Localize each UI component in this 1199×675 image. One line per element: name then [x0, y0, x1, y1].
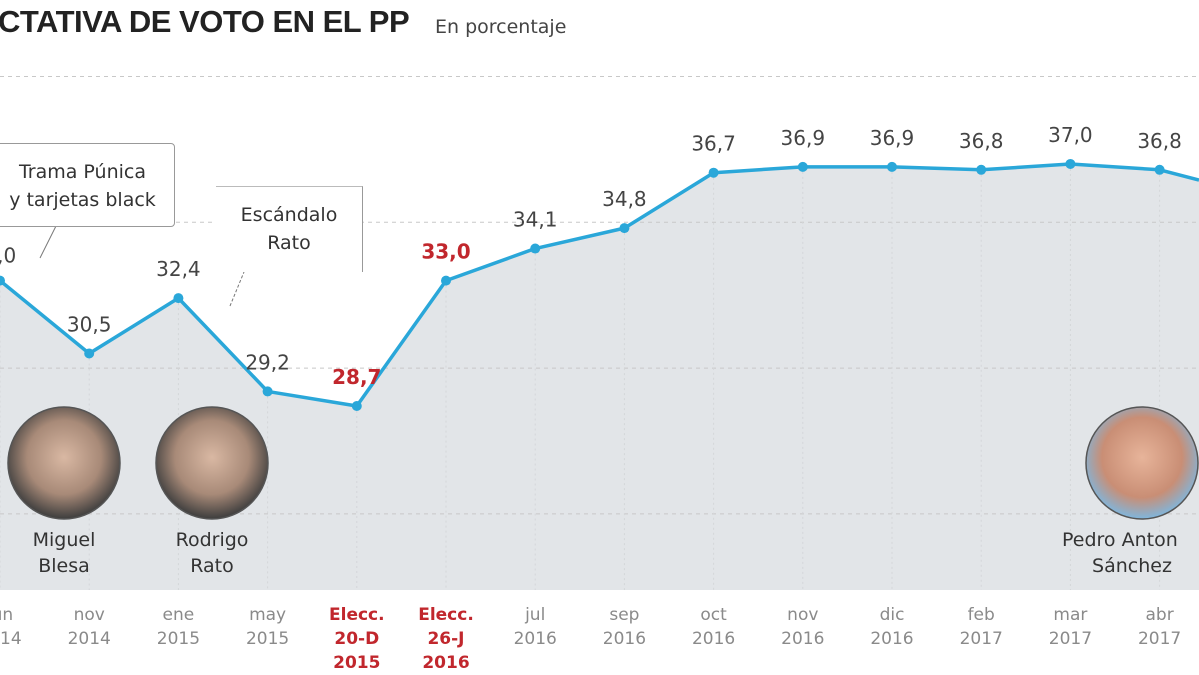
- data-label: 33,0: [421, 240, 470, 264]
- data-label: 36,8: [959, 129, 1004, 153]
- annotation-line: y tarjetas black: [9, 189, 156, 211]
- x-tick-label: 26-J: [427, 629, 464, 649]
- chart-title: CTATIVA DE VOTO EN EL PP: [0, 4, 410, 39]
- x-tick-label: may: [249, 605, 286, 625]
- data-label: 34,1: [513, 208, 558, 232]
- data-point: [173, 293, 184, 304]
- data-label: 28,7: [332, 365, 381, 389]
- annotation-line: Trama Púnica: [18, 161, 147, 183]
- data-point: [530, 243, 541, 254]
- annotation-line: Rato: [267, 232, 311, 254]
- x-tick-label: 2016: [692, 629, 735, 649]
- data-label: 37,0: [1048, 123, 1093, 147]
- data-point: [351, 401, 362, 411]
- data-point: [262, 386, 273, 397]
- x-tick-label: Elecc.: [418, 605, 474, 625]
- x-tick-label: sep: [609, 605, 639, 625]
- data-label: 29,2: [245, 350, 290, 374]
- chart-subtitle: En porcentaje: [435, 16, 567, 38]
- x-tick-label: 2014: [0, 629, 22, 649]
- data-point: [797, 161, 808, 172]
- data-label: 32,4: [156, 257, 201, 281]
- data-label: 36,8: [1137, 129, 1182, 153]
- person-name: Rodrigo: [175, 529, 249, 551]
- x-tick-label: 20-D: [334, 629, 379, 649]
- annotation-escandalo-rato: Escándalo Rato: [216, 186, 363, 272]
- person-label-rodrigo-rato: Rodrigo Rato: [162, 527, 262, 579]
- x-tick-label: 2015: [333, 653, 380, 673]
- data-label: 30,5: [67, 313, 112, 337]
- portrait-rodrigo-rato: [155, 406, 269, 520]
- person-name: Sánchez: [1092, 555, 1172, 577]
- x-tick-label: 2017: [960, 629, 1003, 649]
- person-label-miguel-blesa: Miguel Blesa: [14, 527, 114, 579]
- data-point: [441, 275, 451, 286]
- portrait-miguel-blesa: [7, 406, 121, 520]
- x-tick-label: 2017: [1049, 629, 1092, 649]
- x-tick-label: 2016: [781, 629, 824, 649]
- annotation-line: Escándalo: [240, 204, 338, 226]
- x-tick-label: ene: [163, 605, 195, 625]
- x-tick-label: nov: [787, 605, 818, 625]
- x-tick-label: 2014: [68, 629, 111, 649]
- person-name: Rato: [190, 555, 234, 577]
- data-point: [619, 223, 630, 234]
- area-fill: [0, 163, 1199, 591]
- annotation-pointer: [39, 225, 57, 259]
- data-point: [708, 167, 719, 178]
- x-tick-label: jul: [524, 605, 545, 625]
- data-point: [1065, 158, 1076, 169]
- x-tick-label: dic: [880, 605, 905, 625]
- person-name: Blesa: [38, 555, 90, 577]
- x-tick-label: abr: [1145, 605, 1173, 625]
- x-tick-label: mar: [1053, 605, 1087, 625]
- x-tick-label: nov: [74, 605, 105, 625]
- data-label: 33,0: [0, 244, 16, 268]
- data-label: 36,7: [691, 132, 736, 156]
- x-tick-label: feb: [968, 605, 995, 625]
- person-name: Miguel: [32, 529, 96, 551]
- x-tick-label: 2016: [514, 629, 557, 649]
- x-tick-label: 2016: [422, 653, 469, 673]
- data-label: 36,9: [781, 126, 826, 150]
- x-tick-label: jun: [0, 605, 13, 625]
- x-tick-label: Elecc.: [329, 605, 385, 625]
- x-tick-label: 2016: [870, 629, 913, 649]
- person-name: Pedro Anton: [1062, 529, 1178, 551]
- data-label: 34,8: [602, 187, 647, 211]
- x-tick-label: 2016: [603, 629, 646, 649]
- annotation-pointer: [229, 271, 245, 307]
- x-tick-label: 2017: [1138, 629, 1181, 649]
- annotation-trama-punica: Trama Púnica y tarjetas black: [0, 143, 175, 227]
- person-label-pedro-antonio-sanchez: Pedro Anton Sánchez: [1062, 527, 1199, 579]
- data-label: 36,9: [870, 126, 915, 150]
- data-point: [976, 164, 987, 175]
- data-point: [0, 275, 5, 286]
- x-tick-label: oct: [700, 605, 727, 625]
- x-tick-label: 2015: [157, 629, 200, 649]
- data-point: [887, 161, 897, 172]
- data-point: [1154, 164, 1165, 175]
- x-tick-label: 2015: [246, 629, 289, 649]
- portrait-pedro-antonio-sanchez: [1085, 406, 1199, 520]
- data-point: [84, 348, 95, 359]
